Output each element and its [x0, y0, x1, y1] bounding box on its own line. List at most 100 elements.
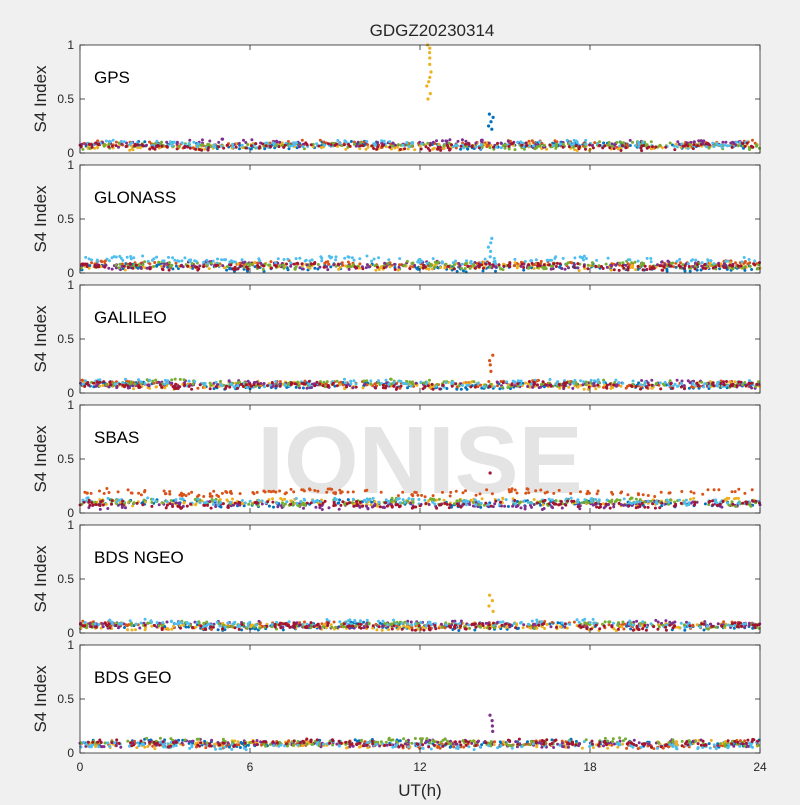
data-point: [385, 385, 388, 388]
data-point: [745, 385, 748, 388]
data-point: [523, 148, 526, 151]
data-point: [671, 262, 674, 265]
data-point: [151, 380, 154, 383]
data-point: [136, 143, 139, 146]
data-point: [443, 499, 446, 502]
data-point: [372, 147, 375, 150]
data-point: [321, 508, 324, 511]
data-point: [420, 142, 423, 145]
data-point: [510, 142, 513, 145]
data-point: [397, 269, 400, 272]
data-point: [548, 622, 551, 625]
data-point: [326, 268, 329, 271]
data-point: [748, 148, 751, 151]
data-point: [434, 266, 437, 269]
data-point: [369, 382, 372, 385]
data-point: [595, 506, 598, 509]
data-point: [669, 498, 672, 501]
data-point: [622, 267, 625, 270]
data-point: [373, 504, 376, 507]
data-point: [134, 383, 137, 386]
data-point: [563, 626, 566, 629]
data-point: [139, 146, 142, 149]
data-point: [247, 380, 250, 383]
data-point: [146, 622, 149, 625]
data-point: [716, 504, 719, 507]
data-point: [256, 264, 259, 267]
data-point: [281, 501, 284, 504]
data-point: [229, 501, 232, 504]
spike-point: [489, 363, 492, 366]
data-point: [615, 499, 618, 502]
data-point: [269, 260, 272, 263]
data-point: [375, 623, 378, 626]
data-point: [700, 381, 703, 384]
data-point: [334, 258, 337, 261]
data-point: [213, 499, 216, 502]
data-point: [166, 500, 169, 503]
data-point: [302, 268, 305, 271]
data-point: [296, 262, 299, 265]
data-point: [287, 140, 290, 143]
data-point: [677, 384, 680, 387]
data-point: [520, 506, 523, 509]
data-point: [318, 266, 321, 269]
data-point: [594, 387, 597, 390]
y-tick-label: 1: [67, 158, 74, 172]
data-point: [583, 265, 586, 268]
data-point: [269, 145, 272, 148]
data-point: [680, 502, 683, 505]
data-point: [264, 142, 267, 145]
data-point: [175, 265, 178, 268]
data-point: [160, 386, 163, 389]
spike-point: [429, 70, 432, 73]
data-point: [394, 503, 397, 506]
data-point: [441, 139, 444, 142]
data-point: [711, 382, 714, 385]
data-point: [293, 263, 296, 266]
data-point: [261, 499, 264, 502]
data-point: [136, 146, 139, 149]
data-point: [154, 379, 157, 382]
data-point: [729, 381, 732, 384]
data-point: [354, 265, 357, 268]
data-point: [606, 266, 609, 269]
data-point: [519, 383, 522, 386]
data-point: [547, 263, 550, 266]
data-point: [180, 506, 183, 509]
data-point: [410, 621, 413, 624]
data-point: [561, 507, 564, 510]
data-point: [687, 503, 690, 506]
data-point: [180, 264, 183, 267]
data-point: [103, 266, 106, 269]
data-point: [630, 261, 633, 264]
data-point: [204, 382, 207, 385]
data-point: [439, 149, 442, 152]
data-point: [96, 380, 99, 383]
data-point: [365, 505, 368, 508]
data-point: [102, 384, 105, 387]
data-point: [565, 381, 568, 384]
spike-point: [488, 113, 491, 116]
data-point: [138, 627, 141, 630]
data-point: [757, 380, 760, 383]
data-point: [722, 500, 725, 503]
data-point: [160, 141, 163, 144]
data-point: [673, 148, 676, 151]
data-point: [163, 259, 166, 262]
data-point: [608, 623, 611, 626]
data-point: [254, 142, 257, 145]
data-point: [125, 145, 128, 148]
spike-point: [489, 370, 492, 373]
data-point: [308, 380, 311, 383]
data-point: [440, 623, 443, 626]
data-point: [325, 491, 328, 494]
data-point: [691, 258, 694, 261]
data-point: [466, 388, 469, 391]
data-point: [406, 383, 409, 386]
data-point: [664, 619, 667, 622]
data-point: [134, 143, 137, 146]
data-point: [588, 143, 591, 146]
data-point: [536, 502, 539, 505]
data-point: [671, 387, 674, 390]
